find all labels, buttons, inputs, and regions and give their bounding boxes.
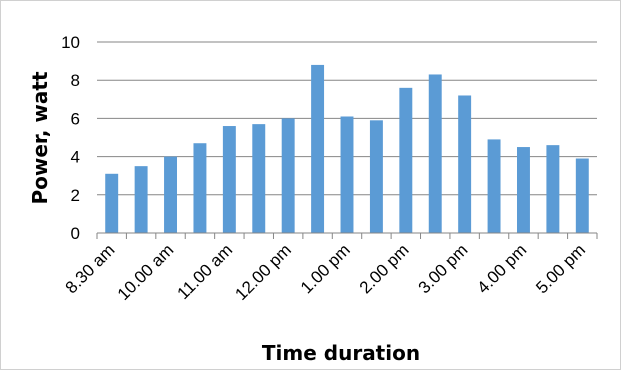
- bar: [487, 139, 501, 233]
- bar: [546, 145, 560, 233]
- bar: [281, 118, 295, 233]
- bar: [517, 147, 530, 233]
- y-tick-label: 10: [61, 33, 80, 52]
- bars: [105, 64, 589, 233]
- y-tick-label: 8: [71, 71, 80, 90]
- y-tick-label: 4: [71, 148, 80, 167]
- y-tick-label: 0: [71, 224, 80, 243]
- bar: [575, 158, 589, 233]
- x-axis-title: Time duration: [262, 341, 420, 365]
- y-tick-label: 6: [71, 109, 80, 128]
- bar: [164, 156, 177, 233]
- bar: [134, 166, 148, 233]
- bar: [399, 87, 413, 233]
- axes: [96, 232, 598, 239]
- bar: [458, 95, 472, 233]
- y-tick-label: 2: [71, 186, 80, 205]
- bar: [340, 116, 354, 233]
- bar: [369, 120, 383, 233]
- bar: [193, 143, 207, 233]
- bar: [311, 64, 325, 233]
- bar: [252, 124, 266, 233]
- y-axis-title: Power, watt: [28, 71, 52, 204]
- bar: [105, 173, 119, 233]
- bar: [222, 126, 236, 233]
- bar: [428, 74, 442, 233]
- y-tick-labels: 0 2 4 6 8 10: [61, 33, 80, 243]
